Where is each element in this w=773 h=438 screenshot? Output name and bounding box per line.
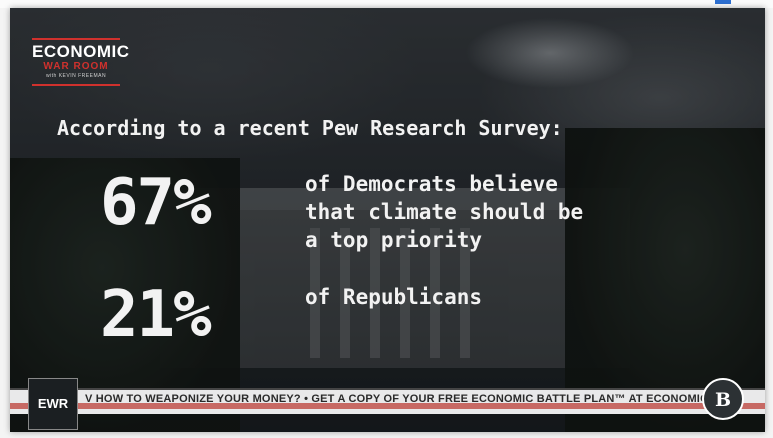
survey-headline: According to a recent Pew Research Surve… (57, 116, 563, 140)
stat-value-democrats: 67% (100, 166, 212, 240)
ticker-text: V HOW TO WEAPONIZE YOUR MONEY? • GET A C… (85, 393, 727, 405)
house-column (340, 228, 350, 358)
network-badge-label: B (714, 389, 732, 411)
house-column (370, 228, 380, 358)
news-ticker: V HOW TO WEAPONIZE YOUR MONEY? • GET A C… (10, 388, 765, 414)
economic-war-room-logo: ECONOMIC WAR ROOM with KEVIN FREEMAN (32, 38, 130, 86)
house-column (460, 228, 470, 358)
stat-description-line: of Democrats believe (305, 172, 558, 196)
house-column (310, 228, 320, 358)
ewr-badge-label: EWR (37, 396, 69, 411)
house-roofline (160, 188, 630, 210)
stat-description-republicans: of Republicans (305, 283, 482, 311)
logo-line-3: with KEVIN FREEMAN (45, 73, 107, 79)
blaze-logo-icon: B (702, 378, 744, 420)
logo-line-1: ECONOMIC (32, 42, 130, 61)
ewr-badge: EWR (28, 378, 78, 430)
stat-description-line: a top priority (305, 228, 483, 252)
stat-description-line: that climate should be (305, 200, 584, 224)
video-frame[interactable]: ECONOMIC WAR ROOM with KEVIN FREEMAN Acc… (10, 8, 765, 432)
stat-value-republicans: 21% (100, 278, 212, 352)
house-column (400, 228, 410, 358)
logo-line-2: WAR ROOM (43, 61, 109, 72)
browser-top-strip (0, 0, 773, 8)
stat-description-democrats: of Democrats believe that climate should… (305, 170, 583, 254)
ticker-red-stripe (10, 403, 765, 409)
house-column (430, 228, 440, 358)
top-accent (715, 0, 731, 4)
dark-overlay (10, 8, 765, 432)
stat-description-line: of Republicans (305, 285, 483, 309)
